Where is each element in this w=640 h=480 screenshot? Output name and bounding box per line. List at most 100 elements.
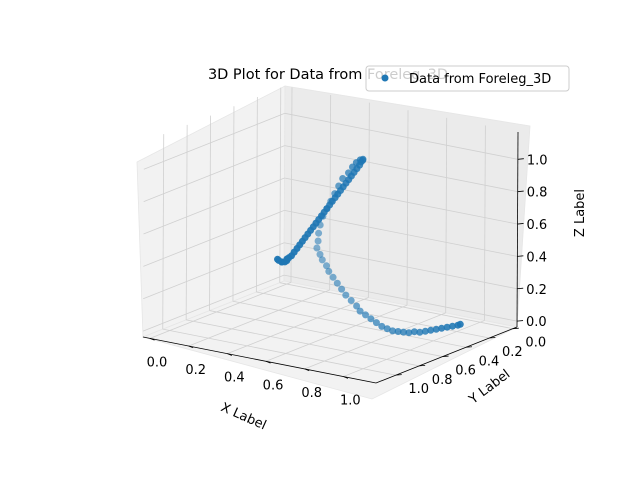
data-point (367, 315, 375, 323)
x-tick-1 (188, 345, 194, 349)
data-point (316, 250, 324, 258)
z-tick-label-2: 0.4 (526, 250, 547, 265)
x-tick-label-0: 0.0 (147, 355, 168, 370)
grid-lines (142, 87, 518, 377)
x-tick-label-5: 1.0 (340, 394, 361, 409)
grid-x-back-2 (367, 102, 370, 298)
grid-x-floor-1 (188, 289, 330, 347)
data-point (400, 328, 407, 336)
grid-y-floor-4 (186, 319, 420, 367)
grid-y-left-2 (232, 106, 235, 302)
legend-entry: Data from Foreleg_3D (409, 72, 551, 87)
z-axis-label: Z Label (573, 189, 588, 237)
data-point (389, 327, 397, 335)
grid-z-left-4 (143, 145, 285, 203)
data-points (274, 155, 464, 337)
data-point (438, 324, 446, 332)
data-point (410, 328, 418, 336)
y-tick-4 (419, 364, 426, 367)
grid-z-left-3 (143, 177, 285, 235)
grid-x-back-3 (406, 110, 409, 306)
data-point (318, 256, 326, 264)
tick-labels: 0.00.00.00.20.20.20.40.40.40.60.60.60.80… (147, 153, 548, 408)
x-axis-line (142, 336, 377, 384)
grid-z-back-3 (284, 177, 518, 225)
grid-z-left-2 (143, 210, 285, 267)
data-point (329, 273, 337, 281)
grid-x-floor-0 (149, 282, 292, 339)
data-point (338, 285, 346, 293)
grid-y-floor-2 (232, 300, 467, 348)
legend-box (365, 65, 570, 92)
data-point (443, 323, 451, 331)
grid-x-floor-2 (227, 297, 369, 355)
data-point (325, 267, 333, 275)
y-tick-3 (442, 355, 449, 357)
data-point (315, 229, 323, 237)
grid-x-floor-3 (265, 304, 408, 362)
data-point (356, 307, 364, 315)
grid-y-floor-1 (256, 291, 490, 339)
data-point (378, 322, 386, 330)
y-tick-label-3: 0.6 (455, 364, 476, 379)
grid-y-floor-5 (162, 328, 396, 376)
data-point (394, 328, 402, 335)
grid-x-floor-4 (304, 312, 446, 370)
grid-y-left-3 (209, 115, 211, 311)
z-tick-1 (517, 287, 524, 290)
y-tick-label-1: 0.2 (502, 345, 523, 360)
grid-x-back-1 (329, 95, 332, 291)
data-point (362, 311, 369, 319)
y-tick-2 (465, 346, 472, 348)
data-point (347, 297, 355, 304)
x-tick-label-1: 0.2 (185, 363, 206, 378)
z-tick-4 (517, 190, 524, 193)
x-tick-label-2: 0.4 (224, 371, 245, 386)
grid-y-left-0 (279, 87, 282, 283)
x-tick-5 (343, 376, 349, 379)
x-tick-0 (149, 338, 155, 341)
z-tick-label-1: 0.2 (526, 283, 547, 298)
legend: Data from Foreleg_3D (365, 65, 570, 92)
data-point (421, 327, 429, 335)
data-point (285, 254, 293, 262)
grid-x-back-4 (445, 117, 448, 313)
axis-lines (142, 131, 519, 384)
data-point (427, 326, 435, 334)
y-tick-1 (489, 337, 496, 339)
grid-x-floor-5 (343, 320, 485, 377)
y-tick-label-5: 1.0 (408, 382, 429, 397)
grid-y-left-4 (185, 124, 188, 320)
grid-x-back-5 (483, 125, 486, 321)
data-point (416, 328, 424, 336)
y-tick-label-4: 0.8 (432, 373, 453, 388)
grid-y-left-5 (162, 134, 165, 330)
data-point (372, 319, 380, 327)
x-tick-3 (265, 360, 271, 364)
data-point (383, 325, 391, 333)
data-point (314, 237, 322, 245)
x-tick-2 (227, 353, 232, 356)
z-tick-2 (517, 255, 524, 257)
x-tick-label-3: 0.6 (263, 378, 284, 393)
grid-x-back-0 (290, 87, 293, 283)
data-point (313, 244, 321, 252)
z-tick-5 (517, 158, 524, 160)
z-tick-3 (517, 223, 524, 225)
grid-y-floor-0 (279, 282, 513, 330)
y-axis-line (375, 326, 518, 384)
x-tick-4 (304, 368, 310, 372)
tick-marks (149, 158, 524, 379)
data-point (353, 302, 361, 310)
grid-z-left-0 (142, 274, 285, 332)
x-tick-label-4: 0.8 (301, 386, 322, 401)
data-point (456, 320, 464, 328)
z-tick-label-0: 0.0 (526, 315, 547, 330)
grid-y-left-1 (255, 96, 258, 292)
data-point (333, 279, 341, 287)
z-tick-label-4: 0.8 (527, 186, 548, 201)
data-point (342, 291, 350, 299)
grid-z-back-1 (284, 242, 518, 290)
y-tick-label-2: 0.4 (479, 354, 500, 369)
